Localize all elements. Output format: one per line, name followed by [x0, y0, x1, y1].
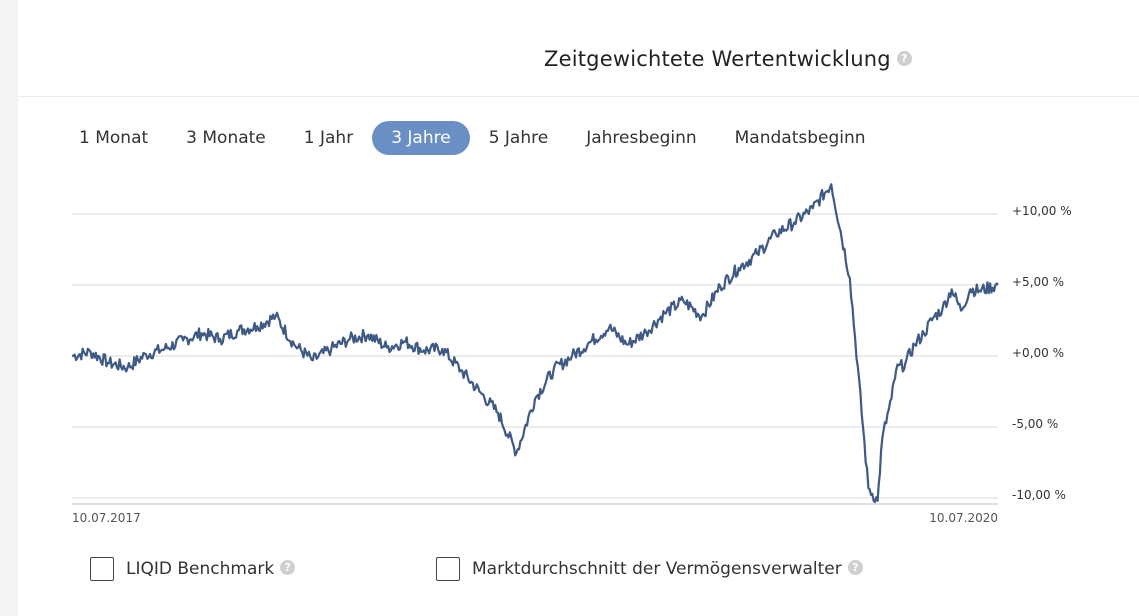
comparison-options: LIQID Benchmark ? Marktdurchschnitt der …	[90, 557, 990, 583]
tab-mandatsbeginn[interactable]: Mandatsbeginn	[734, 128, 866, 148]
series-line	[71, 183, 999, 504]
marktdurchschnitt-label: Marktdurchschnitt der Vermögensverwalter	[472, 559, 842, 579]
tab-1-monat[interactable]: 1 Monat	[79, 128, 149, 148]
y-tick-label: +10,00 %	[1012, 204, 1072, 218]
option-liqid-benchmark[interactable]: LIQID Benchmark ?	[90, 557, 296, 581]
title-text: Zeitgewichtete Wertentwicklung	[544, 47, 891, 71]
page-title: Zeitgewichtete Wertentwicklung?	[544, 47, 912, 71]
help-icon[interactable]: ?	[280, 559, 296, 575]
help-icon[interactable]: ?	[847, 559, 863, 575]
period-tabs: 1 Monat 3 Monate 1 Jahr 3 Jahre 5 Jahre …	[60, 121, 885, 155]
y-tick-label: -5,00 %	[1012, 417, 1058, 431]
tab-3-monate[interactable]: 3 Monate	[186, 128, 266, 148]
y-tick-label: +0,00 %	[1012, 346, 1064, 360]
liqid-benchmark-checkbox[interactable]	[90, 557, 114, 581]
y-tick-label: +5,00 %	[1012, 275, 1064, 289]
performance-card: Zeitgewichtete Wertentwicklung? 1 Monat …	[18, 0, 1139, 616]
y-tick-label: -10,00 %	[1012, 488, 1066, 502]
tab-5-jahre[interactable]: 5 Jahre	[488, 128, 549, 148]
option-marktdurchschnitt[interactable]: Marktdurchschnitt der Vermögensverwalter…	[436, 557, 863, 581]
tab-1-jahr[interactable]: 1 Jahr	[303, 128, 354, 148]
liqid-benchmark-label: LIQID Benchmark	[126, 559, 275, 579]
help-icon[interactable]: ?	[896, 50, 912, 66]
tab-3-jahre[interactable]: 3 Jahre	[372, 121, 470, 155]
x-start-date-label: 10.07.2017	[72, 511, 141, 525]
card-header: Zeitgewichtete Wertentwicklung?	[18, 0, 1139, 97]
x-end-date-label: 10.07.2020	[929, 511, 998, 525]
tab-jahresbeginn[interactable]: Jahresbeginn	[586, 128, 697, 148]
marktdurchschnitt-checkbox[interactable]	[436, 557, 460, 581]
